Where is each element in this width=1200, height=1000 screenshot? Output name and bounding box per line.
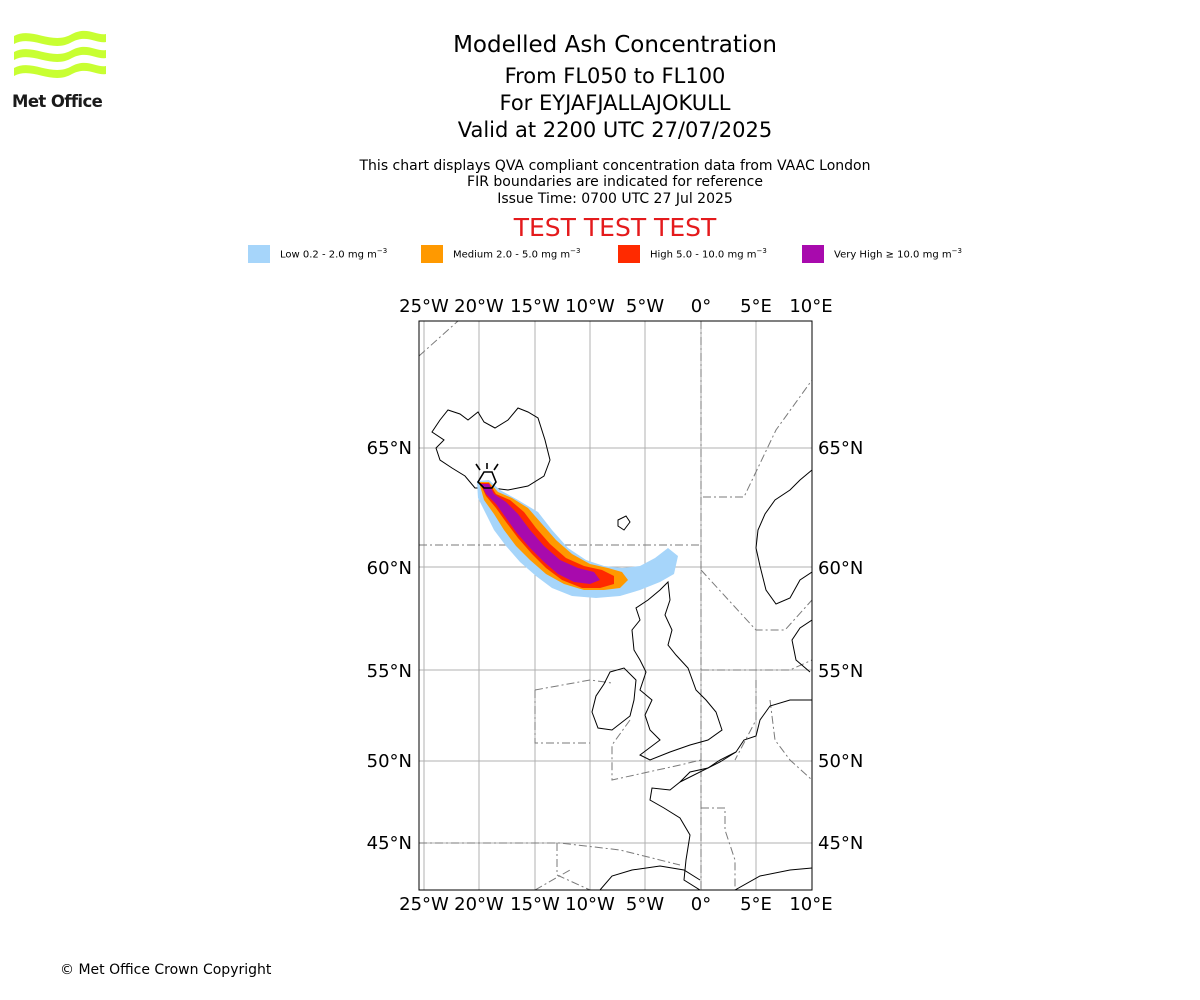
great-britain-coast (631, 580, 723, 761)
issue-time: Issue Time: 0700 UTC 27 Jul 2025 (497, 191, 733, 207)
lon-label: 10°W (565, 894, 615, 915)
lat-label: 65°N (818, 438, 863, 459)
legend-label-medium: Medium 2.0 - 5.0 mg m (453, 249, 571, 261)
legend-unit-sup: −3 (570, 247, 581, 256)
subtitle-qva: This chart displays QVA compliant concen… (359, 158, 871, 174)
iceland-coast (431, 407, 551, 491)
graticule (419, 321, 812, 890)
volcano-marker-icon (475, 463, 499, 489)
copyright-notice: © Met Office Crown Copyright (60, 962, 272, 978)
legend-unit-sup: −3 (756, 247, 767, 256)
legend-item-low: Low 0.2 - 2.0 mg m−3 (248, 244, 387, 264)
lon-label: 25°W (399, 296, 449, 317)
lon-label: 10°W (565, 296, 615, 317)
lon-label: 5°W (626, 894, 664, 915)
lon-label: 0° (691, 894, 711, 915)
chart-title: Modelled Ash Concentration (453, 32, 777, 58)
lon-label: 5°E (740, 894, 772, 915)
legend-label-high: High 5.0 - 10.0 mg m (650, 249, 757, 261)
coastlines (431, 407, 812, 890)
ash-plume (477, 480, 678, 598)
lon-label: 5°E (740, 296, 772, 317)
ash-high-contour (480, 483, 614, 588)
lat-label: 55°N (367, 661, 412, 682)
faroe-coast (617, 515, 631, 531)
lat-labels-right: 65°N 60°N 55°N 50°N 45°N (818, 438, 863, 854)
legend-item-very-high: Very High ≥ 10.0 mg m−3 (802, 244, 962, 264)
continent-coast (649, 699, 812, 890)
legend-swatch-very-high (802, 245, 824, 263)
lon-labels-bottom: 25°W 20°W 15°W 10°W 5°W 0° 5°E 10°E (399, 894, 832, 915)
logo-wordmark: Met Office (12, 92, 103, 111)
legend-swatch-low (248, 245, 270, 263)
lon-label: 10°E (789, 894, 832, 915)
legend-unit-sup: −3 (376, 247, 388, 256)
map-frame (418, 320, 813, 891)
legend-unit-sup: −3 (951, 247, 962, 256)
lon-label: 5°W (626, 296, 664, 317)
lat-label: 65°N (367, 438, 412, 459)
legend-label-low: Low 0.2 - 2.0 mg m (280, 249, 377, 261)
iberia-coast (599, 865, 701, 890)
flight-level-range: From FL050 to FL100 (504, 64, 726, 88)
lon-label: 15°W (510, 894, 560, 915)
lon-label: 25°W (399, 894, 449, 915)
lat-label: 60°N (818, 558, 863, 579)
norway-coast (755, 469, 812, 605)
map-background (419, 321, 812, 890)
lat-label: 50°N (818, 751, 863, 772)
legend-item-high: High 5.0 - 10.0 mg m−3 (618, 244, 767, 264)
lon-labels-top: 25°W 20°W 15°W 10°W 5°W 0° 5°E 10°E (399, 296, 832, 317)
lat-label: 55°N (818, 661, 863, 682)
lat-labels-left: 65°N 60°N 55°N 50°N 45°N (367, 438, 412, 854)
legend-swatch-high (618, 245, 640, 263)
legend-swatch-medium (421, 245, 443, 263)
lon-label: 20°W (454, 894, 504, 915)
legend-label-very-high: Very High ≥ 10.0 mg m (834, 249, 952, 261)
volcano-name: For EYJAFJALLAJOKULL (499, 91, 731, 115)
lat-label: 45°N (367, 833, 412, 854)
lon-label: 20°W (454, 296, 504, 317)
valid-time: Valid at 2200 UTC 27/07/2025 (457, 118, 773, 142)
met-office-waves-icon (14, 30, 106, 78)
lon-label: 10°E (789, 296, 832, 317)
legend-item-medium: Medium 2.0 - 5.0 mg m−3 (421, 244, 580, 264)
met-office-logo: Met Office (12, 28, 112, 111)
lon-label: 0° (691, 296, 711, 317)
test-banner: TEST TEST TEST (513, 213, 717, 242)
denmark-coast (791, 619, 812, 673)
lat-label: 50°N (367, 751, 412, 772)
lon-label: 15°W (510, 296, 560, 317)
subtitle-fir: FIR boundaries are indicated for referen… (467, 174, 763, 190)
mediterranean-coast (734, 867, 812, 890)
lat-label: 45°N (818, 833, 863, 854)
lat-label: 60°N (367, 558, 412, 579)
ash-very-high-contour (481, 484, 600, 584)
ireland-coast (591, 667, 637, 731)
